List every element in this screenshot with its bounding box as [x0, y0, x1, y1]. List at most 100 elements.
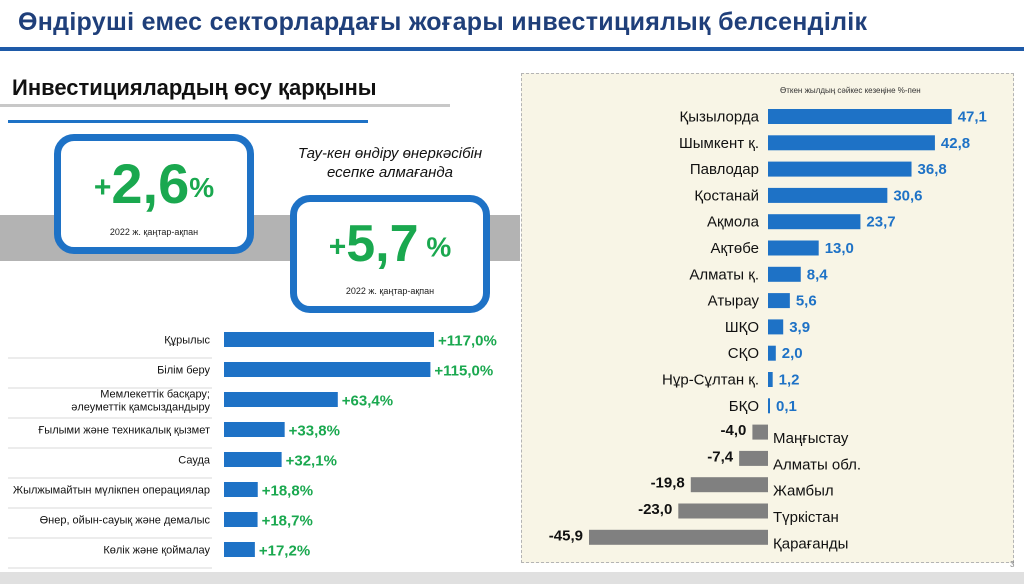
sector-value-label: +32,1%	[286, 453, 337, 470]
region-value-label: 42,8	[941, 135, 970, 152]
sector-bar	[224, 482, 258, 497]
kpi-card-excl-mining: +5,7 % 2022 ж. қаңтар-ақпан	[290, 195, 490, 313]
header-rule	[0, 47, 1024, 51]
sector-bar	[224, 422, 285, 437]
sector-label: Көлік және қоймалау	[103, 545, 210, 557]
section-rule	[0, 104, 450, 107]
regions-chart-title: Өткен жылдың сәйкес кезеңіне %-пен	[780, 86, 921, 95]
region-bar	[768, 135, 935, 151]
region-value-label: 47,1	[958, 109, 987, 126]
region-value-label: 0,1	[776, 398, 797, 415]
sector-label: Құрылыс	[164, 335, 210, 347]
region-value-label: 30,6	[893, 187, 922, 204]
region-value-label: 36,8	[918, 161, 947, 178]
header-bar: Өндіруші емес секторлардағы жоғары инвес…	[0, 0, 1024, 48]
region-value-label: -23,0	[638, 501, 672, 518]
region-value-label: 5,6	[796, 293, 817, 310]
region-bar	[690, 477, 768, 493]
region-value-label: 3,9	[789, 319, 810, 336]
sector-value-label: +117,0%	[438, 333, 497, 350]
kpi-caption: 2022 ж. қаңтар-ақпан	[345, 286, 435, 296]
sector-label: Сауда	[178, 455, 211, 467]
sector-bar	[224, 452, 282, 467]
kpi-sign: +	[328, 230, 347, 264]
regions-growth-chart: Қызылорда 47,1 Шымкент қ. 42,8 Павлодар 36,8 Қ…	[549, 109, 987, 553]
sector-bar	[224, 512, 258, 527]
section-underline	[8, 120, 368, 123]
region-bar	[768, 109, 952, 124]
exclusion-note: Тау-кен өндіру өнеркәсібін есепке алмаға…	[297, 145, 483, 181]
kpi-unit: %	[418, 231, 452, 263]
sector-label: Өнер, ойын-сауық және демалыс	[40, 515, 211, 527]
region-label: Жамбыл	[773, 483, 834, 500]
sector-label-line: әлеуметтік қамсыздандыру	[71, 402, 210, 414]
region-label: Павлодар	[690, 161, 759, 178]
region-label: Алматы қ.	[689, 266, 759, 283]
region-bar	[768, 266, 801, 282]
region-bar	[768, 345, 776, 361]
page-title: Өндіруші емес секторлардағы жоғары инвес…	[18, 8, 868, 36]
region-value-label: -45,9	[549, 527, 583, 544]
region-bar	[768, 293, 790, 309]
region-label: Ақтөбе	[710, 240, 759, 257]
region-label: Түркістан	[773, 509, 839, 526]
region-bar	[588, 529, 768, 545]
region-bar	[768, 319, 784, 335]
region-label: ШҚО	[725, 319, 759, 336]
kpi-unit: %	[189, 172, 215, 204]
region-label: Шымкент қ.	[679, 135, 759, 152]
region-value-label: -19,8	[651, 475, 685, 492]
region-value-label: 23,7	[866, 214, 895, 231]
region-label: Алматы обл.	[773, 456, 861, 473]
sector-label: Мемлекеттік басқару; әлеуметтік қамсыздан…	[71, 389, 210, 414]
sector-bar	[224, 332, 434, 347]
sector-label: Білім беру	[157, 365, 210, 377]
sector-value-label: +18,8%	[262, 483, 313, 500]
region-label: Ақмола	[707, 214, 760, 231]
sector-label: Жылжымайтын мүлікпен операциялар	[13, 485, 210, 497]
sector-value-label: +18,7%	[262, 513, 313, 530]
region-label: Маңғыстау	[773, 430, 849, 447]
region-value-label: -4,0	[721, 422, 747, 439]
region-bar	[768, 398, 770, 414]
kpi-card-total: +2,6% 2022 ж. қаңтар-ақпан	[54, 134, 254, 254]
region-label: БҚО	[729, 398, 759, 415]
region-bar	[768, 240, 819, 256]
section-title: Инвестициялардың өсу қарқыны	[12, 75, 377, 100]
kpi-number: 2,6	[111, 152, 190, 215]
region-bar	[768, 214, 861, 230]
region-label: СҚО	[728, 345, 759, 362]
sector-bar	[224, 392, 338, 407]
sector-label-line: Мемлекеттік басқару;	[100, 389, 210, 401]
sector-growth-chart: Құрылыс +117,0% Білім беру +115,0% Мемлекетт…	[8, 332, 497, 569]
region-value-label: 13,0	[825, 240, 854, 257]
region-bar	[739, 450, 768, 466]
kpi-sign: +	[93, 171, 112, 205]
page-number: 3	[1010, 560, 1015, 569]
region-label: Қарағанды	[773, 535, 848, 552]
region-bar	[768, 187, 888, 203]
region-value-label: 8,4	[807, 266, 829, 283]
region-label: Қостанай	[694, 187, 759, 204]
region-label: Қызылорда	[679, 109, 759, 126]
sector-value-label: +17,2%	[259, 543, 310, 560]
region-bar	[768, 372, 773, 387]
footer-band	[0, 572, 1024, 584]
sector-label: Ғылыми және техникалық қызмет	[38, 425, 210, 437]
region-bar	[752, 424, 768, 440]
kpi-caption: 2022 ж. қаңтар-ақпан	[109, 227, 199, 237]
region-value-label: 1,2	[779, 372, 800, 389]
sector-value-label: +63,4%	[342, 393, 393, 410]
region-value-label: 2,0	[782, 345, 803, 362]
region-value-label: -7,4	[707, 448, 734, 465]
region-bar	[768, 161, 912, 177]
sector-bar	[224, 542, 255, 557]
kpi-value: +5,7 %	[297, 214, 483, 274]
region-bar	[678, 503, 768, 519]
region-label: Атырау	[708, 293, 760, 310]
sector-bar	[224, 362, 431, 377]
sector-value-label: +33,8%	[289, 423, 340, 440]
region-label: Нұр-Сұлтан қ.	[662, 372, 759, 389]
sector-value-label: +115,0%	[434, 363, 493, 380]
kpi-number: 5,7	[346, 215, 419, 273]
